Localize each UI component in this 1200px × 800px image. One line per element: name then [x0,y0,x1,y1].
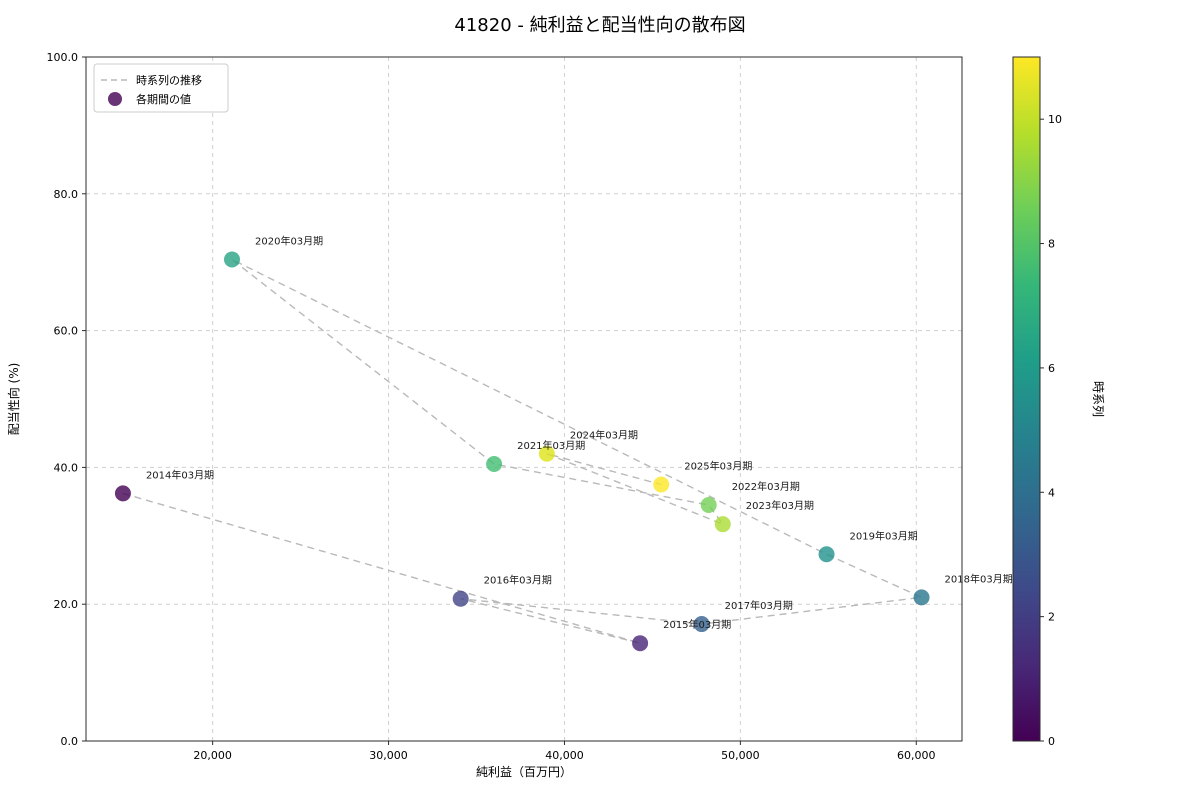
colorbar-gradient [1012,56,1041,742]
point-label: 2024年03月期 [570,429,638,442]
scatter-point [632,635,649,652]
point-label: 2025年03月期 [684,460,752,473]
x-tick-label: 40,000 [545,749,584,762]
colorbar-tick-label: 10 [1048,113,1062,126]
scatter-point [452,590,469,607]
data-points [114,251,930,652]
time-series-line [122,258,925,644]
colorbar-tick-label: 8 [1048,238,1055,251]
scatter-point [538,445,555,462]
y-tick-label: 80.0 [54,188,79,201]
y-tick-label: 40.0 [54,461,79,474]
scatter-point [653,476,670,493]
y-tick-label: 100.0 [47,51,79,64]
scatter-point [486,455,503,472]
plot-border [85,56,963,742]
legend-label-line: 時系列の推移 [136,73,202,87]
colorbar-label: 時系列 [1091,381,1105,417]
x-tick-label: 60,000 [897,749,936,762]
point-label: 2021年03月期 [517,439,585,452]
legend-label-marker: 各期間の値 [136,92,191,106]
scatter-point [818,546,835,563]
series-path [122,258,925,644]
point-label: 2017年03月期 [725,599,793,612]
point-label: 2022年03月期 [732,480,800,493]
colorbar: 0 2 4 6 8 10 [1012,56,1062,748]
colorbar-tick-label: 2 [1048,611,1055,624]
scatter-point [700,497,717,514]
axis-ticks: 20,000 30,000 40,000 50,000 60,000 0.0 20.0 40.… [47,51,936,762]
x-tick-label: 30,000 [369,749,408,762]
x-tick-label: 20,000 [193,749,232,762]
scatter-point [114,485,131,502]
x-axis-label: 純利益（百万円） [476,765,572,779]
y-tick-label: 0.0 [61,735,79,748]
legend-box [93,63,229,113]
y-axis-label: 配当性向 (%) [6,363,21,436]
scatter-point [913,589,930,606]
point-label: 2018年03月期 [945,572,1013,585]
point-label: 2020年03月期 [255,234,323,247]
legend: 時系列の推移 各期間の値 [93,63,229,113]
point-label: 2015年03月期 [663,618,731,631]
scatter-point [714,516,731,533]
scatter-point [693,616,710,633]
chart-title: 41820 - 純利益と配当性向の散布図 [454,15,745,36]
legend-marker-sample [108,92,122,106]
point-annotations: 2014年03月期 2015年03月期 2016年03月期 2017年03月期 2018… [146,234,1013,631]
point-label: 2016年03月期 [484,574,552,587]
point-label: 2019年03月期 [850,529,918,542]
point-label: 2014年03月期 [146,468,214,481]
x-tick-label: 50,000 [721,749,760,762]
point-label: 2023年03月期 [746,499,814,512]
scatter-point [224,251,240,268]
y-tick-label: 60.0 [54,325,79,338]
y-tick-label: 20.0 [54,598,79,611]
colorbar-tick-label: 6 [1048,362,1055,375]
grid-lines [86,56,962,742]
colorbar-tick-label: 0 [1048,735,1055,748]
colorbar-tick-label: 4 [1048,486,1055,499]
